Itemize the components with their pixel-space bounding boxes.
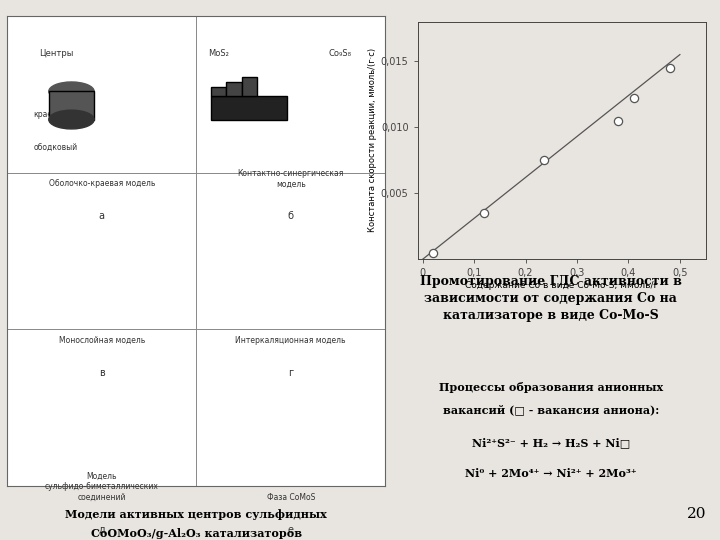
Text: a: a bbox=[99, 211, 104, 221]
Text: краевой: краевой bbox=[34, 110, 67, 119]
Text: Co₉S₈: Co₉S₈ bbox=[328, 49, 351, 58]
FancyBboxPatch shape bbox=[212, 96, 287, 119]
Text: Центры: Центры bbox=[39, 49, 73, 58]
Point bbox=[427, 248, 438, 257]
Text: Ni²⁺S²⁻ + H₂ → H₂S + Ni□: Ni²⁺S²⁻ + H₂ → H₂S + Ni□ bbox=[472, 437, 630, 449]
Y-axis label: Константа скорости реакции, ммоль/(г·с): Константа скорости реакции, ммоль/(г·с) bbox=[368, 49, 377, 232]
Point bbox=[613, 116, 624, 125]
Text: б: б bbox=[287, 211, 294, 221]
Text: Модель
сульфидо-биметаллических
соединений: Модель сульфидо-биметаллических соединен… bbox=[45, 472, 158, 502]
Point bbox=[538, 156, 549, 165]
Text: вакансий (□ - вакансия аниона):: вакансий (□ - вакансия аниона): bbox=[443, 404, 659, 415]
FancyBboxPatch shape bbox=[227, 82, 242, 96]
Text: ободковый: ободковый bbox=[34, 143, 78, 152]
Ellipse shape bbox=[49, 110, 94, 129]
Text: в: в bbox=[99, 368, 104, 378]
Text: Модели активных центров сульфидных: Модели активных центров сульфидных bbox=[66, 510, 327, 521]
Point bbox=[664, 64, 675, 72]
Text: Процессы образования анионных: Процессы образования анионных bbox=[438, 382, 663, 393]
Text: Фаза CoMoS: Фаза CoMoS bbox=[266, 492, 315, 502]
Text: MoS₂: MoS₂ bbox=[209, 49, 229, 58]
Text: 20: 20 bbox=[687, 507, 706, 521]
FancyBboxPatch shape bbox=[212, 87, 227, 96]
Text: г: г bbox=[288, 368, 293, 378]
Text: Контактно-синергическая
модель: Контактно-синергическая модель bbox=[238, 169, 344, 188]
FancyBboxPatch shape bbox=[49, 91, 94, 119]
Text: Ni⁰ + 2Mo⁴⁺ → Ni²⁺ + 2Mo³⁺: Ni⁰ + 2Mo⁴⁺ → Ni²⁺ + 2Mo³⁺ bbox=[465, 468, 636, 479]
Ellipse shape bbox=[49, 82, 94, 101]
Text: Оболочко-краевая модель: Оболочко-краевая модель bbox=[48, 179, 155, 188]
Point bbox=[479, 208, 490, 217]
Text: Интеркаляционная модель: Интеркаляционная модель bbox=[235, 336, 346, 345]
Text: Промотирование ГДС активности в
зависимости от содержания Со на
катализаторе в в: Промотирование ГДС активности в зависимо… bbox=[420, 275, 682, 322]
Text: д: д bbox=[99, 524, 105, 535]
Text: Монослойная модель: Монослойная модель bbox=[58, 336, 145, 345]
FancyBboxPatch shape bbox=[242, 77, 257, 96]
Point bbox=[628, 94, 639, 103]
X-axis label: Содержание Со в виде Со-Мо-S, ммоль/г: Содержание Со в виде Со-Мо-S, ммоль/г bbox=[465, 281, 658, 290]
Text: CoOMoO₃/g-Al₂O₃ катализаторов: CoOMoO₃/g-Al₂O₃ катализаторов bbox=[91, 528, 302, 539]
Text: е: е bbox=[288, 524, 294, 535]
